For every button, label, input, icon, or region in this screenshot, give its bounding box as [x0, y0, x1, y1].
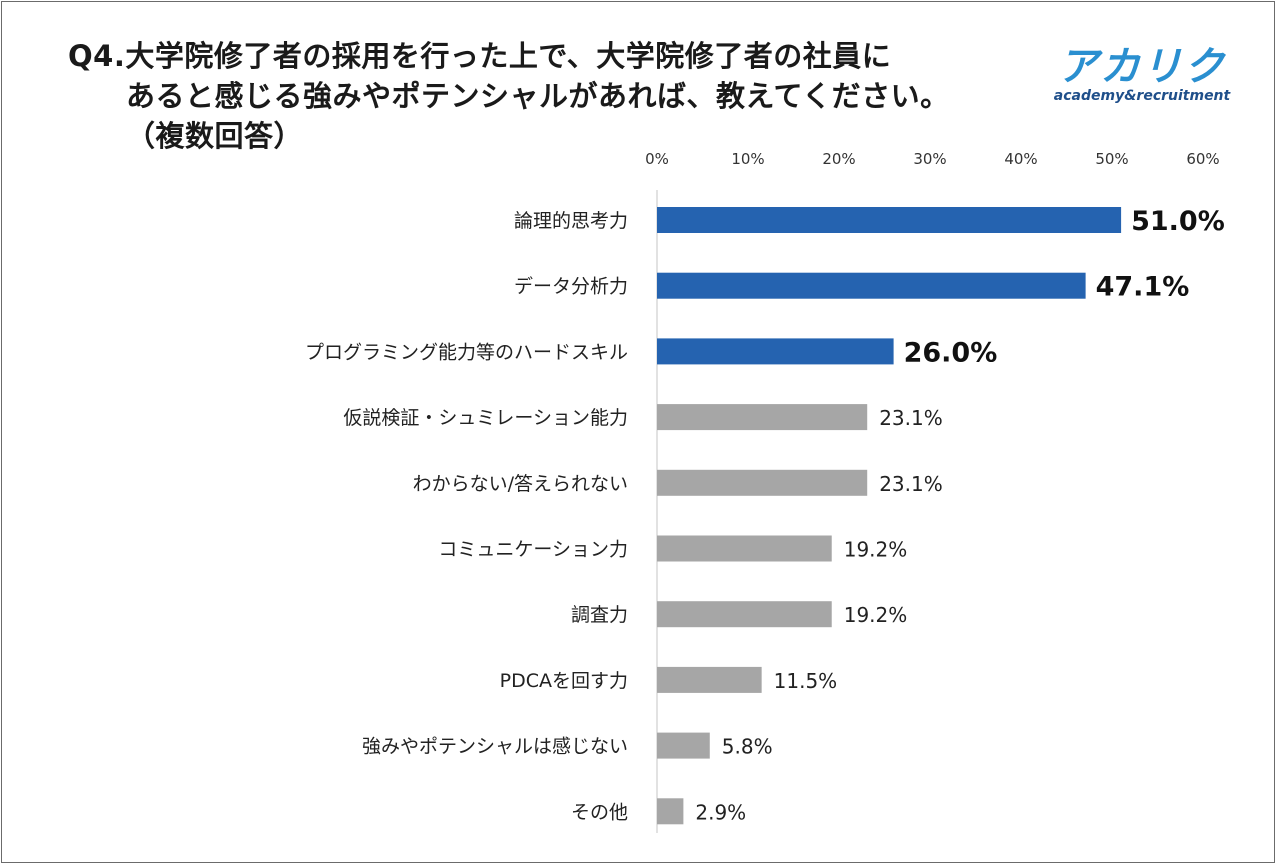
title-line-3: （複数回答）	[126, 119, 304, 153]
x-tick-label: 10%	[731, 150, 764, 168]
bar	[657, 666, 762, 693]
bar	[657, 338, 894, 365]
category-label: 強みやポテンシャルは感じない	[362, 736, 628, 758]
category-label: その他	[571, 801, 628, 823]
category-label: コミュニケーション力	[438, 539, 628, 561]
category-label: PDCAを回す力	[500, 670, 628, 692]
data-label: 23.1%	[879, 472, 943, 496]
bar	[657, 469, 868, 496]
x-tick-label: 0%	[645, 150, 669, 168]
category-label: わからない/答えられない	[413, 473, 628, 495]
title-line-2: あると感じる強みやポテンシャルがあれば、教えてください。	[126, 79, 950, 113]
data-label: 19.2%	[844, 538, 908, 562]
bar	[657, 601, 832, 628]
chart-title: Q4.大学院修了者の採用を行った上で、大学院修了者の社員に あると感じる強みやポ…	[68, 36, 950, 156]
data-label: 11.5%	[774, 669, 838, 693]
category-label: プログラミング能力等のハードスキル	[305, 341, 628, 363]
data-label: 19.2%	[844, 603, 908, 627]
bar	[657, 732, 710, 759]
x-tick-label: 20%	[822, 150, 855, 168]
x-tick-label: 40%	[1004, 150, 1037, 168]
logo-sub-text: academy&recruitment	[1054, 88, 1232, 104]
category-label: 調査力	[571, 604, 628, 626]
bar	[657, 535, 832, 562]
x-tick-label: 30%	[913, 150, 946, 168]
data-label: 26.0%	[904, 337, 998, 368]
bar	[657, 272, 1086, 299]
logo-main-text: アカリク	[1058, 44, 1227, 90]
data-label: 51.0%	[1131, 206, 1225, 237]
data-label: 47.1%	[1096, 272, 1190, 303]
data-label: 5.8%	[722, 735, 773, 759]
category-label: 論理的思考力	[514, 210, 628, 232]
data-label: 23.1%	[879, 406, 943, 430]
data-label: 2.9%	[695, 800, 746, 824]
bar	[657, 404, 868, 431]
category-label: データ分析力	[514, 276, 628, 298]
title-line-1: Q4.大学院修了者の採用を行った上で、大学院修了者の社員に	[68, 39, 892, 73]
bar	[657, 798, 684, 825]
x-tick-label: 60%	[1186, 150, 1219, 168]
x-tick-label: 50%	[1095, 150, 1128, 168]
bar	[657, 207, 1122, 233]
akariku-logo: アカリク academy&recruitment	[1054, 44, 1232, 104]
category-label: 仮説検証・シュミレーション能力	[343, 407, 628, 429]
